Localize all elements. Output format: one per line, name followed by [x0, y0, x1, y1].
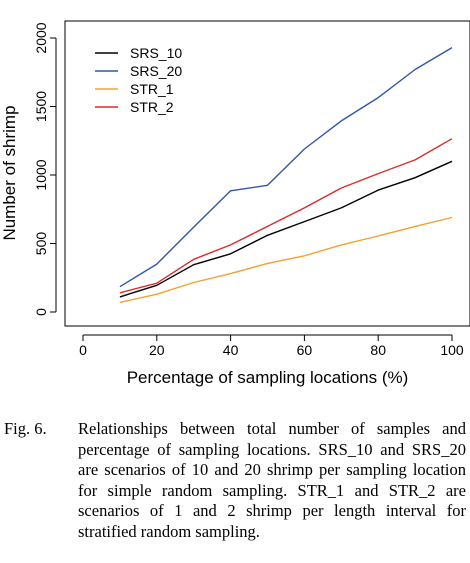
x-tick-label: 60 [297, 342, 313, 358]
series-line-str_2 [119, 138, 453, 294]
caption-text: Relationships between total number of sa… [78, 419, 466, 541]
y-tick-label: 1500 [33, 91, 49, 122]
series-line-srs_20 [119, 46, 453, 288]
x-tick-label: 100 [440, 342, 464, 358]
legend-label-str_2: STR_2 [130, 99, 174, 115]
legend-label-str_1: STR_1 [130, 81, 174, 97]
series-line-str_1 [119, 216, 453, 304]
caption-label: Fig. 6. [4, 419, 47, 438]
x-tick-label: 40 [223, 342, 239, 358]
legend-label-srs_20: SRS_20 [130, 63, 182, 79]
legend: SRS_10 SRS_20 STR_1 STR_2 [95, 45, 182, 115]
series-line-srs_10 [119, 160, 453, 298]
x-tick-label: 20 [149, 342, 165, 358]
y-tick-label: 2000 [33, 22, 49, 53]
x-tick-label: 80 [370, 342, 386, 358]
y-tick-label: 0 [33, 308, 49, 316]
y-tick-label: 500 [33, 232, 49, 256]
y-tick-label: 1000 [33, 159, 49, 190]
line-chart: 0 20 40 60 80 100 0 500 1000 1500 2000 SRS_10 SRS_2… [0, 20, 470, 387]
plot-frame [64, 20, 470, 327]
x-tick-label: 0 [79, 342, 87, 358]
series-layer [119, 46, 453, 304]
x-axis-title: Percentage of sampling locations (%) [127, 368, 409, 387]
legend-label-srs_10: SRS_10 [130, 45, 182, 61]
y-axis-title: Number of shrimp [0, 105, 19, 240]
